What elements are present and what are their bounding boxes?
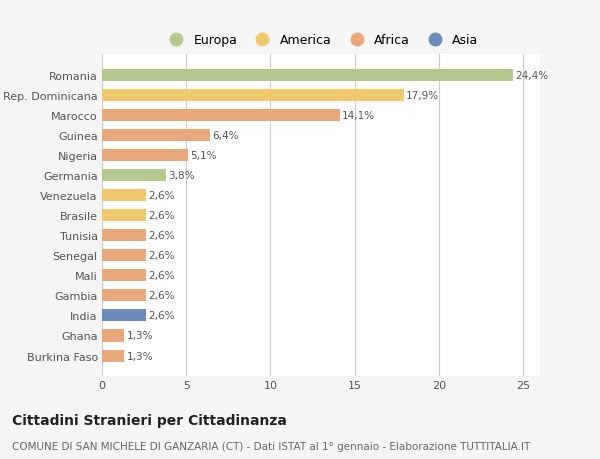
Text: Cittadini Stranieri per Cittadinanza: Cittadini Stranieri per Cittadinanza [12,413,287,427]
Bar [102,70,513,82]
Text: 1,3%: 1,3% [127,351,153,361]
Text: 6,4%: 6,4% [212,131,239,141]
Bar [102,210,146,222]
Text: 1,3%: 1,3% [127,331,153,341]
Text: COMUNE DI SAN MICHELE DI GANZARIA (CT) - Dati ISTAT al 1° gennaio - Elaborazione: COMUNE DI SAN MICHELE DI GANZARIA (CT) -… [12,441,530,451]
Text: 2,6%: 2,6% [148,271,175,281]
Bar [102,350,124,362]
Text: 2,6%: 2,6% [148,251,175,261]
Text: 24,4%: 24,4% [515,71,548,81]
Bar [102,250,146,262]
Bar [102,230,146,242]
Text: 2,6%: 2,6% [148,311,175,321]
Bar [102,290,146,302]
Text: 17,9%: 17,9% [406,91,439,101]
Bar [102,130,210,142]
Text: 2,6%: 2,6% [148,211,175,221]
Bar [102,170,166,182]
Text: 2,6%: 2,6% [148,231,175,241]
Bar [102,110,340,122]
Legend: Europa, America, Africa, Asia: Europa, America, Africa, Asia [158,29,484,52]
Text: 14,1%: 14,1% [342,111,375,121]
Text: 3,8%: 3,8% [169,171,195,181]
Bar [102,190,146,202]
Bar [102,310,146,322]
Text: 2,6%: 2,6% [148,191,175,201]
Bar [102,90,404,102]
Bar [102,150,188,162]
Bar [102,330,124,342]
Text: 5,1%: 5,1% [190,151,217,161]
Bar [102,270,146,282]
Text: 2,6%: 2,6% [148,291,175,301]
